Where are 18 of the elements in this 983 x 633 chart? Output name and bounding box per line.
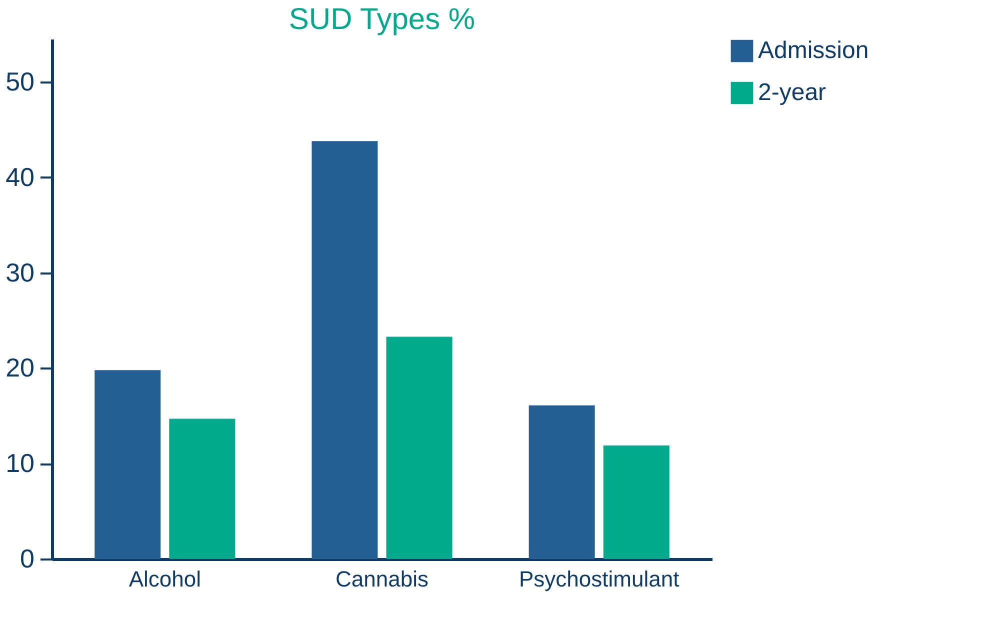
x-tick-label: Alcohol xyxy=(128,566,201,592)
y-tick-label: 30 xyxy=(6,257,34,288)
y-tick-label: 40 xyxy=(6,162,34,192)
legend-label: 2-year xyxy=(758,79,826,106)
bar xyxy=(312,141,378,559)
chart-title: SUD Types % xyxy=(288,3,476,36)
y-tick-label: 0 xyxy=(20,544,34,574)
x-tick-label: Psychostimulant xyxy=(519,566,680,592)
y-tick-label: 50 xyxy=(6,66,34,96)
bar xyxy=(169,418,236,559)
y-tick-label: 20 xyxy=(6,352,34,383)
y-tick-label: 10 xyxy=(6,448,34,478)
bar xyxy=(603,445,670,559)
bar xyxy=(528,405,595,559)
bar xyxy=(386,336,452,559)
legend-label: Admission xyxy=(758,37,869,64)
bar xyxy=(94,370,161,559)
x-tick-label: Cannabis xyxy=(336,566,428,592)
